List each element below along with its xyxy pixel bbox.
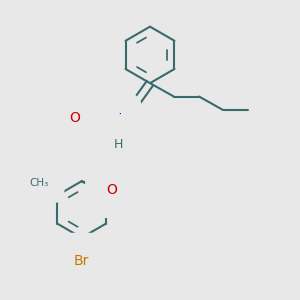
Text: H: H — [114, 138, 124, 151]
Text: Br: Br — [74, 254, 89, 268]
Text: CH₃: CH₃ — [30, 178, 49, 188]
Text: O: O — [106, 183, 117, 197]
Text: N: N — [101, 134, 111, 148]
Text: O: O — [69, 112, 80, 125]
Text: N: N — [112, 112, 122, 126]
